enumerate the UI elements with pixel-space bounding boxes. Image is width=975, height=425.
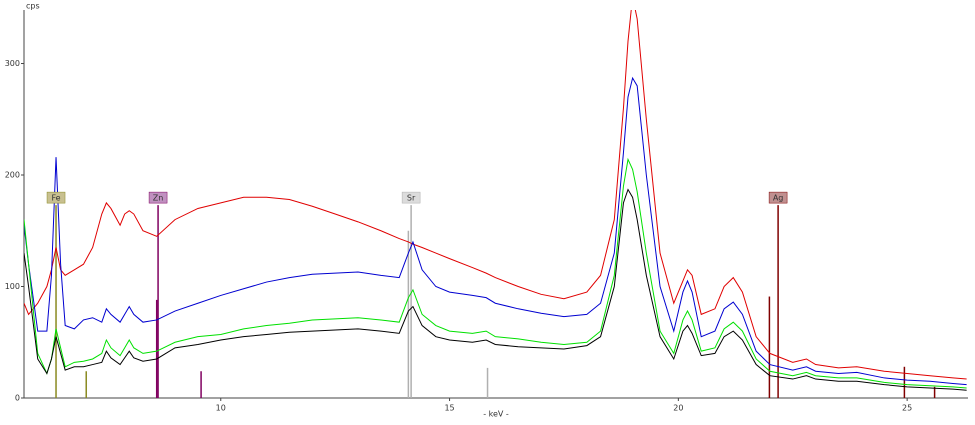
y-tick-label: 300: [5, 59, 20, 68]
y-unit-label: cps: [26, 2, 40, 11]
element-markers: [55, 205, 936, 398]
spectrum-line: [24, 157, 967, 389]
spectrum-line: [24, 10, 967, 380]
element-label: Zn: [153, 194, 164, 203]
y-tick-label: 100: [5, 282, 20, 291]
plot-area: [24, 10, 967, 398]
element-label-box: [46, 191, 66, 204]
x-tick-label: 20: [673, 404, 683, 413]
element-label-box: [401, 191, 421, 204]
spectrum-line: [24, 188, 967, 391]
element-label-box: [768, 191, 788, 204]
spectrum-line: [24, 76, 967, 386]
y-tick-label: 200: [5, 171, 20, 180]
element-label: Sr: [407, 194, 416, 203]
x-tick-label: 10: [216, 404, 226, 413]
x-axis-label: - keV -: [483, 410, 509, 419]
x-tick-label: 25: [902, 404, 912, 413]
element-label-box: [148, 191, 168, 204]
element-label: Fe: [51, 194, 60, 203]
element-label: Ag: [773, 194, 784, 203]
y-tick-label: 0: [15, 394, 20, 403]
x-tick-label: 15: [444, 404, 454, 413]
